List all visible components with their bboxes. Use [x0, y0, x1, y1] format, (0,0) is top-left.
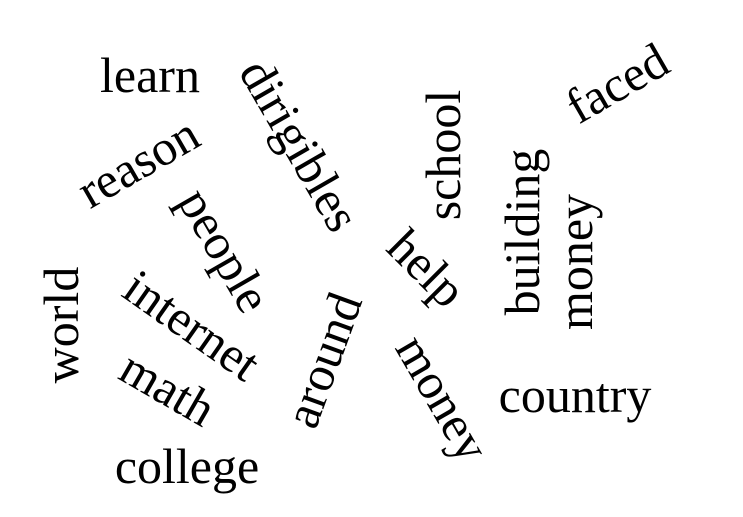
word-dirigibles: dirigibles: [228, 49, 372, 241]
word-building: building: [494, 148, 550, 316]
word-help: help: [376, 217, 478, 319]
word-around: around: [272, 285, 374, 435]
word-country: country: [498, 367, 652, 423]
word-money-vertical: money: [547, 193, 603, 331]
word-world: world: [33, 266, 89, 384]
word-learn: learn: [100, 47, 200, 103]
word-faced: faced: [556, 31, 678, 135]
word-school: school: [415, 89, 471, 221]
word-money-diagonal: money: [384, 325, 502, 471]
word-college: college: [114, 438, 260, 494]
